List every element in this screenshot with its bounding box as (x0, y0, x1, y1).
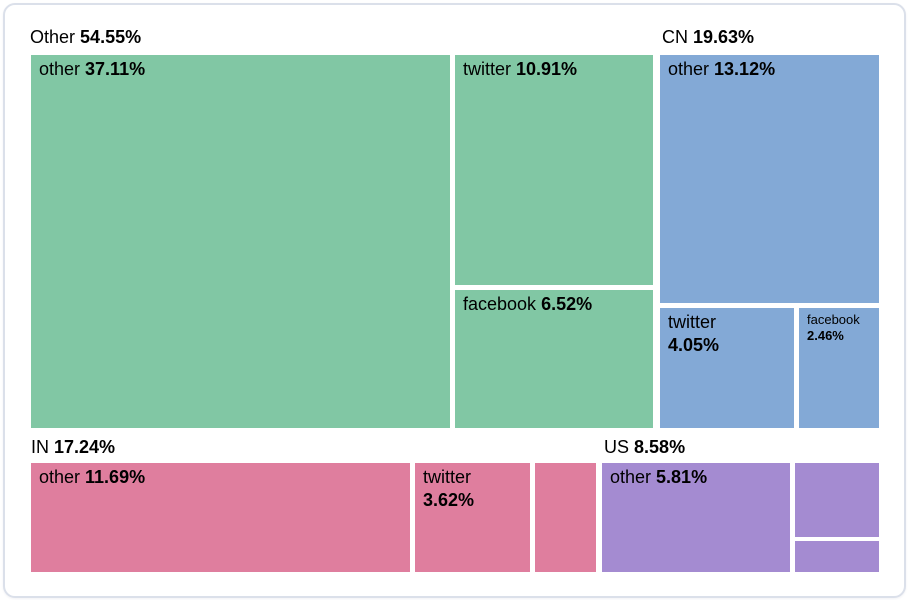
cell-cn-other[interactable]: other 13.12% (660, 55, 879, 303)
group-label-cn: CN 19.63% (662, 26, 754, 48)
cell-value: 6.52% (541, 294, 593, 314)
cell-other-twitter[interactable]: twitter 10.91% (455, 55, 653, 285)
cell-value: 4.05% (668, 335, 720, 355)
cell-cn-facebook[interactable]: facebook 2.46% (799, 308, 879, 428)
cell-in-twitter[interactable]: twitter 3.62% (415, 463, 530, 572)
group-value: 54.55% (80, 27, 142, 47)
cell-cn-twitter[interactable]: twitter 4.05% (660, 308, 794, 428)
group-label-other: Other 54.55% (30, 26, 141, 48)
cell-us-other[interactable]: other 5.81% (602, 463, 790, 572)
group-value: 17.24% (54, 437, 116, 457)
group-value: 8.58% (634, 437, 686, 457)
cell-other-facebook[interactable]: facebook 6.52% (455, 290, 653, 428)
group-label-us: US 8.58% (604, 436, 685, 458)
group-value: 19.63% (693, 27, 755, 47)
group-name: Other (30, 27, 76, 47)
cell-label: twitter (423, 467, 472, 487)
cell-value: 37.11% (85, 59, 146, 79)
cell-value: 3.62% (423, 490, 475, 510)
cell-value: 10.91% (516, 59, 578, 79)
cell-in-other[interactable]: other 11.69% (31, 463, 410, 572)
cell-value: 13.12% (714, 59, 776, 79)
group-name: US (604, 437, 630, 457)
cell-label: other (39, 59, 81, 79)
cell-label: other (39, 467, 81, 487)
cell-label: facebook (807, 312, 860, 327)
group-name: IN (31, 437, 49, 457)
cell-label: other (610, 467, 652, 487)
cell-value: 11.69% (85, 467, 146, 487)
cell-us-unlabeled-2[interactable] (795, 541, 879, 572)
cell-label: facebook (463, 294, 537, 314)
cell-label: other (668, 59, 710, 79)
cell-in-unlabeled[interactable] (535, 463, 596, 572)
cell-label: twitter (463, 59, 512, 79)
cell-value: 5.81% (656, 467, 708, 487)
group-name: CN (662, 27, 688, 47)
cell-other-other[interactable]: other 37.11% (31, 55, 450, 428)
cell-value: 2.46% (807, 328, 844, 343)
cell-us-unlabeled-1[interactable] (795, 463, 879, 537)
group-label-in: IN 17.24% (31, 436, 115, 458)
cell-label: twitter (668, 312, 717, 332)
